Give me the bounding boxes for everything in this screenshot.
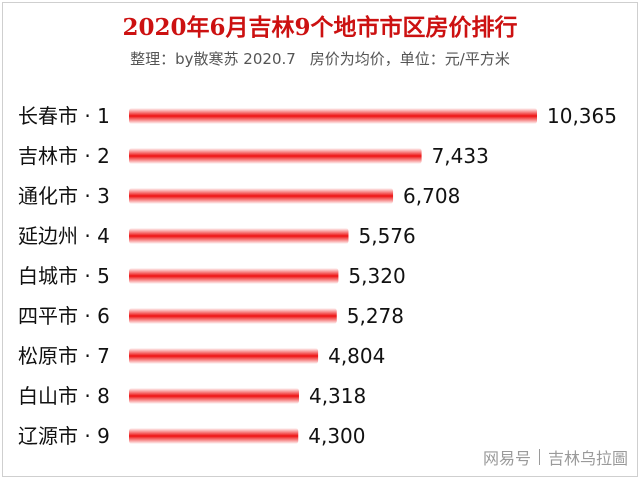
bar: [129, 188, 394, 204]
value-label: 4,300: [308, 424, 365, 448]
value-label: 4,804: [328, 344, 385, 368]
category-label: 通化市 · 3: [18, 184, 110, 208]
category-label: 白山市 · 8: [18, 384, 110, 408]
category-label: 白城市 · 5: [18, 264, 110, 288]
bar: [129, 268, 339, 284]
watermark-author: 吉林乌拉圖: [547, 449, 628, 468]
value-label: 6,708: [403, 184, 460, 208]
value-label: 5,576: [358, 224, 415, 248]
bar: [129, 348, 319, 364]
category-label: 长春市 · 1: [18, 104, 110, 128]
watermark: 网易号 吉林乌拉圖: [483, 445, 628, 469]
value-label: 7,433: [432, 144, 489, 168]
watermark-platform: 网易号: [482, 449, 531, 468]
category-label: 松原市 · 7: [18, 344, 110, 368]
subtitle-credit: 整理：by散寒苏 2020.7: [130, 50, 296, 68]
bar: [129, 308, 337, 324]
value-label: 5,320: [348, 264, 405, 288]
bar: [129, 388, 299, 404]
bar: [129, 228, 349, 244]
bar: [129, 148, 422, 164]
bar: [129, 428, 299, 444]
chart-subtitle: 整理：by散寒苏 2020.7 房价为均价，单位：元/平方米: [0, 48, 640, 69]
value-label: 4,318: [309, 384, 366, 408]
value-label: 5,278: [347, 304, 404, 328]
category-label: 延边州 · 4: [18, 224, 110, 248]
subtitle-unit-note: 房价为均价，单位：元/平方米: [309, 50, 510, 68]
category-label: 辽源市 · 9: [18, 424, 110, 448]
category-label: 四平市 · 6: [18, 304, 110, 328]
chart-title: 2020年6月吉林9个地市市区房价排行: [122, 14, 518, 41]
value-label: 10,365: [547, 104, 617, 128]
watermark-divider: [538, 449, 540, 465]
bar: [129, 108, 537, 124]
category-label: 吉林市 · 2: [18, 144, 110, 168]
